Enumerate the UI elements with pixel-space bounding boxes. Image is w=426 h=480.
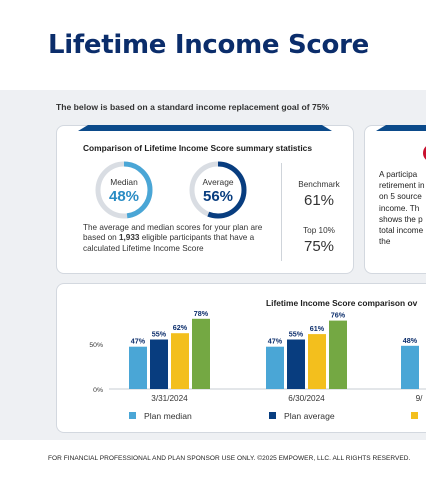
alert-circle-icon <box>423 144 426 162</box>
chart-bar <box>192 318 210 389</box>
intro-text: The below is based on a standard income … <box>56 102 330 112</box>
x-category-label: 9/ <box>416 394 424 403</box>
x-category-label: 6/30/2024 <box>288 394 325 403</box>
chart-bar <box>150 339 168 389</box>
legend-plan-median: Plan median <box>129 411 192 421</box>
legend-swatch-median <box>129 412 136 419</box>
chart-bar <box>401 345 419 389</box>
note-text-after: eligible participants that have a calcul… <box>83 233 255 253</box>
average-donut-ring <box>189 161 247 219</box>
comparison-chart-card: Lifetime Income Score comparison ov 50% 0… <box>56 283 426 433</box>
info-line: the <box>379 237 391 247</box>
chart-bar <box>287 339 305 389</box>
legend-plan-average: Plan average <box>269 411 335 421</box>
top10-label: Top 10% <box>303 226 335 235</box>
bar-value-label: 47% <box>131 337 146 346</box>
chart-bar <box>129 346 147 389</box>
legend-average-label: Plan average <box>284 411 335 421</box>
top10-value: 75% <box>303 238 335 255</box>
info-line: retirement in <box>379 181 425 191</box>
median-label: Median <box>110 177 138 187</box>
benchmark-label: Benchmark <box>298 180 340 189</box>
chart-bar <box>329 320 347 389</box>
chart-bar <box>171 333 189 389</box>
bar-value-label: 48% <box>403 336 418 345</box>
info-line: total income <box>379 226 424 235</box>
y-tick-label: 0% <box>93 387 103 394</box>
comparison-bar-chart: 50% 0% 47% 55% 62% 78% 3/31/2024 47% 55% 61% 76% 6/… <box>89 309 426 403</box>
info-card: A participa retirement in on 5 source incom… <box>364 125 426 274</box>
bar-value-label: 76% <box>331 311 346 320</box>
median-donut-ring <box>95 161 153 219</box>
chart-bar <box>266 346 284 389</box>
info-card-tab-accent <box>376 125 426 131</box>
participant-count: 1,933 <box>118 233 140 243</box>
bar-value-label: 47% <box>268 337 283 346</box>
legend-swatch-yellow <box>411 412 418 419</box>
median-value: 48% <box>108 188 140 205</box>
legend-median-label: Plan median <box>144 411 192 421</box>
participant-note: The average and median scores for your p… <box>83 223 279 254</box>
bar-value-label: 78% <box>194 309 209 318</box>
footer-disclaimer: FOR FINANCIAL PROFESSIONAL AND PLAN SPON… <box>48 455 411 462</box>
average-label: Average <box>202 177 234 187</box>
x-category-label: 3/31/2024 <box>151 394 188 403</box>
benchmark-value: 61% <box>303 192 335 209</box>
summary-card-title: Comparison of Lifetime Income Score summ… <box>83 143 312 153</box>
bar-value-label: 55% <box>289 330 304 339</box>
y-tick-label: 50% <box>89 342 103 349</box>
info-line: on 5 source <box>379 192 422 202</box>
legend-partial <box>411 411 426 421</box>
average-value: 56% <box>202 188 234 205</box>
average-donut: Average 56% <box>188 160 248 220</box>
legend-swatch-average <box>269 412 276 419</box>
info-line: A participa <box>379 170 418 179</box>
info-line: income. Th <box>379 203 420 213</box>
comparison-chart-title: Lifetime Income Score comparison ov <box>266 298 418 308</box>
info-line: shows the p <box>379 214 423 224</box>
stats-divider <box>281 163 282 261</box>
chart-bar <box>308 334 326 389</box>
page-title: Lifetime Income Score <box>48 30 369 60</box>
median-donut: Median 48% <box>94 160 154 220</box>
card-tab-accent <box>78 125 332 131</box>
note-text-before: The average and median scores for your p… <box>83 223 263 243</box>
summary-statistics-card: Comparison of Lifetime Income Score summ… <box>56 125 354 274</box>
bar-value-label: 62% <box>173 323 188 332</box>
bar-value-label: 55% <box>152 330 167 339</box>
bar-value-label: 61% <box>310 324 325 333</box>
